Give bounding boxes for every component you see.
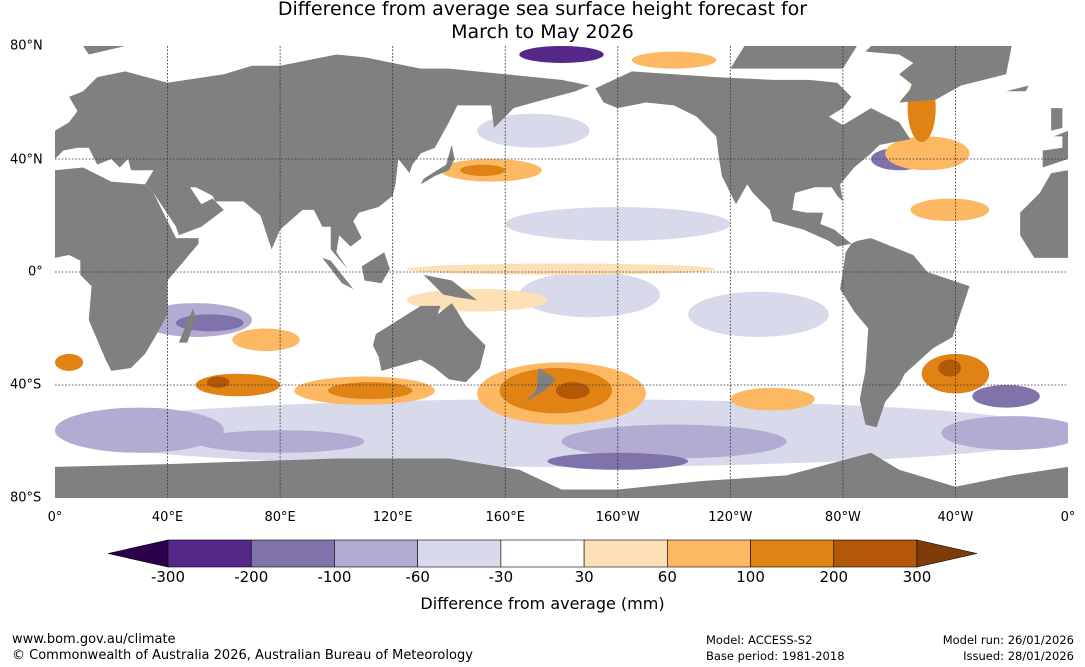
land-antarctica <box>55 452 1068 498</box>
anomaly-region <box>55 407 224 453</box>
lat-label: 40°N <box>10 152 43 168</box>
land-greenland <box>865 46 1012 103</box>
colorbar-extend-high <box>916 539 978 568</box>
anomaly-region <box>206 376 230 388</box>
anomaly-region <box>519 272 660 318</box>
lon-label: 160°E <box>485 510 525 525</box>
anomaly-region <box>55 353 84 371</box>
map-title-line1: Difference from average sea surface heig… <box>277 0 808 20</box>
colorbar-tick-label: -60 <box>405 568 430 586</box>
lon-label: 120°E <box>372 510 413 525</box>
land-south-america <box>840 238 970 428</box>
land-europe-west <box>1042 130 1068 168</box>
land-new-guinea <box>423 274 478 301</box>
colorbar-tick-label: 30 <box>574 568 594 586</box>
colorbar-tick-label: 300 <box>902 568 932 586</box>
lat-label: 80°S <box>10 490 42 506</box>
lat-label: 80°N <box>10 38 43 54</box>
footer-model: Model: ACCESS-S2 <box>706 633 813 647</box>
anomaly-region <box>519 46 604 63</box>
land-britain <box>1051 108 1063 131</box>
sea-surface-height-map <box>55 46 1068 498</box>
footer-issued: Issued: 28/01/2026 <box>963 649 1074 663</box>
colorbar-segment <box>417 539 502 568</box>
footer-model-run: Model run: 26/01/2026 <box>942 633 1074 647</box>
lon-label: 120°W <box>708 510 753 525</box>
anomaly-region <box>327 382 413 400</box>
colorbar-label: Difference from average (mm) <box>420 594 665 613</box>
anomaly-region <box>688 291 829 337</box>
colorbar-tick-label: 100 <box>736 568 765 586</box>
anomaly-region <box>631 51 717 69</box>
colorbar-segment <box>167 539 252 568</box>
lat-label: 40°S <box>10 377 42 393</box>
land-borneo <box>361 252 390 284</box>
colorbar-segment <box>583 539 668 568</box>
colorbar-tick-label: 60 <box>657 568 677 586</box>
land-africa-west <box>1020 170 1068 258</box>
anomaly-region <box>555 382 590 400</box>
anomaly-region <box>972 385 1040 408</box>
anomaly-region <box>232 328 300 352</box>
lon-label: 0° <box>1060 510 1076 525</box>
anomaly-region <box>195 430 365 453</box>
map-title-line2: March to May 2026 <box>451 21 634 43</box>
land-japan <box>420 144 455 185</box>
colorbar-tick-label: -30 <box>488 568 514 586</box>
anomaly-region <box>730 387 815 411</box>
land-iceland <box>1006 85 1029 92</box>
land-svalbard <box>83 46 126 55</box>
colorbar-segment <box>334 539 418 568</box>
anomaly-region <box>910 198 990 222</box>
colorbar-tick-label: -200 <box>234 568 269 586</box>
colorbar-segment <box>750 539 835 568</box>
colorbar-segment <box>250 539 335 568</box>
lon-label: 160°W <box>595 510 640 525</box>
land-australia <box>372 303 486 383</box>
colorbar-segment <box>833 539 918 568</box>
lon-label: 0° <box>47 510 63 525</box>
land-madagascar <box>178 308 196 343</box>
land-africa <box>55 167 199 371</box>
colorbar-tick-label: -300 <box>150 568 186 586</box>
anomaly-region <box>941 416 1068 450</box>
colorbar-tick-label: 200 <box>819 568 849 586</box>
lon-label: 40°W <box>937 510 974 525</box>
land-canada-arctic <box>730 46 857 69</box>
anomaly-region <box>885 136 970 171</box>
colorbar-segment <box>667 539 751 568</box>
colorbar-segment <box>500 539 585 568</box>
footer-url: www.bom.gov.au/climate <box>12 632 176 647</box>
land-sumatra <box>322 257 354 289</box>
lat-label: 0° <box>28 264 43 280</box>
lon-label: 40°E <box>151 510 184 525</box>
gridlines <box>55 46 1068 498</box>
footer-base-period: Base period: 1981-2018 <box>706 649 845 663</box>
lon-label: 80°W <box>824 510 861 525</box>
land-north-america <box>595 71 911 247</box>
land-new-zealand <box>524 368 556 402</box>
anomaly-region <box>460 164 506 176</box>
colorbar-extend-low <box>107 539 169 568</box>
footer-copyright: © Commonwealth of Australia 2026, Austra… <box>12 648 473 663</box>
lon-label: 80°E <box>264 510 296 525</box>
land-eurasia <box>55 54 590 270</box>
colorbar-tick-label: -100 <box>317 568 352 586</box>
